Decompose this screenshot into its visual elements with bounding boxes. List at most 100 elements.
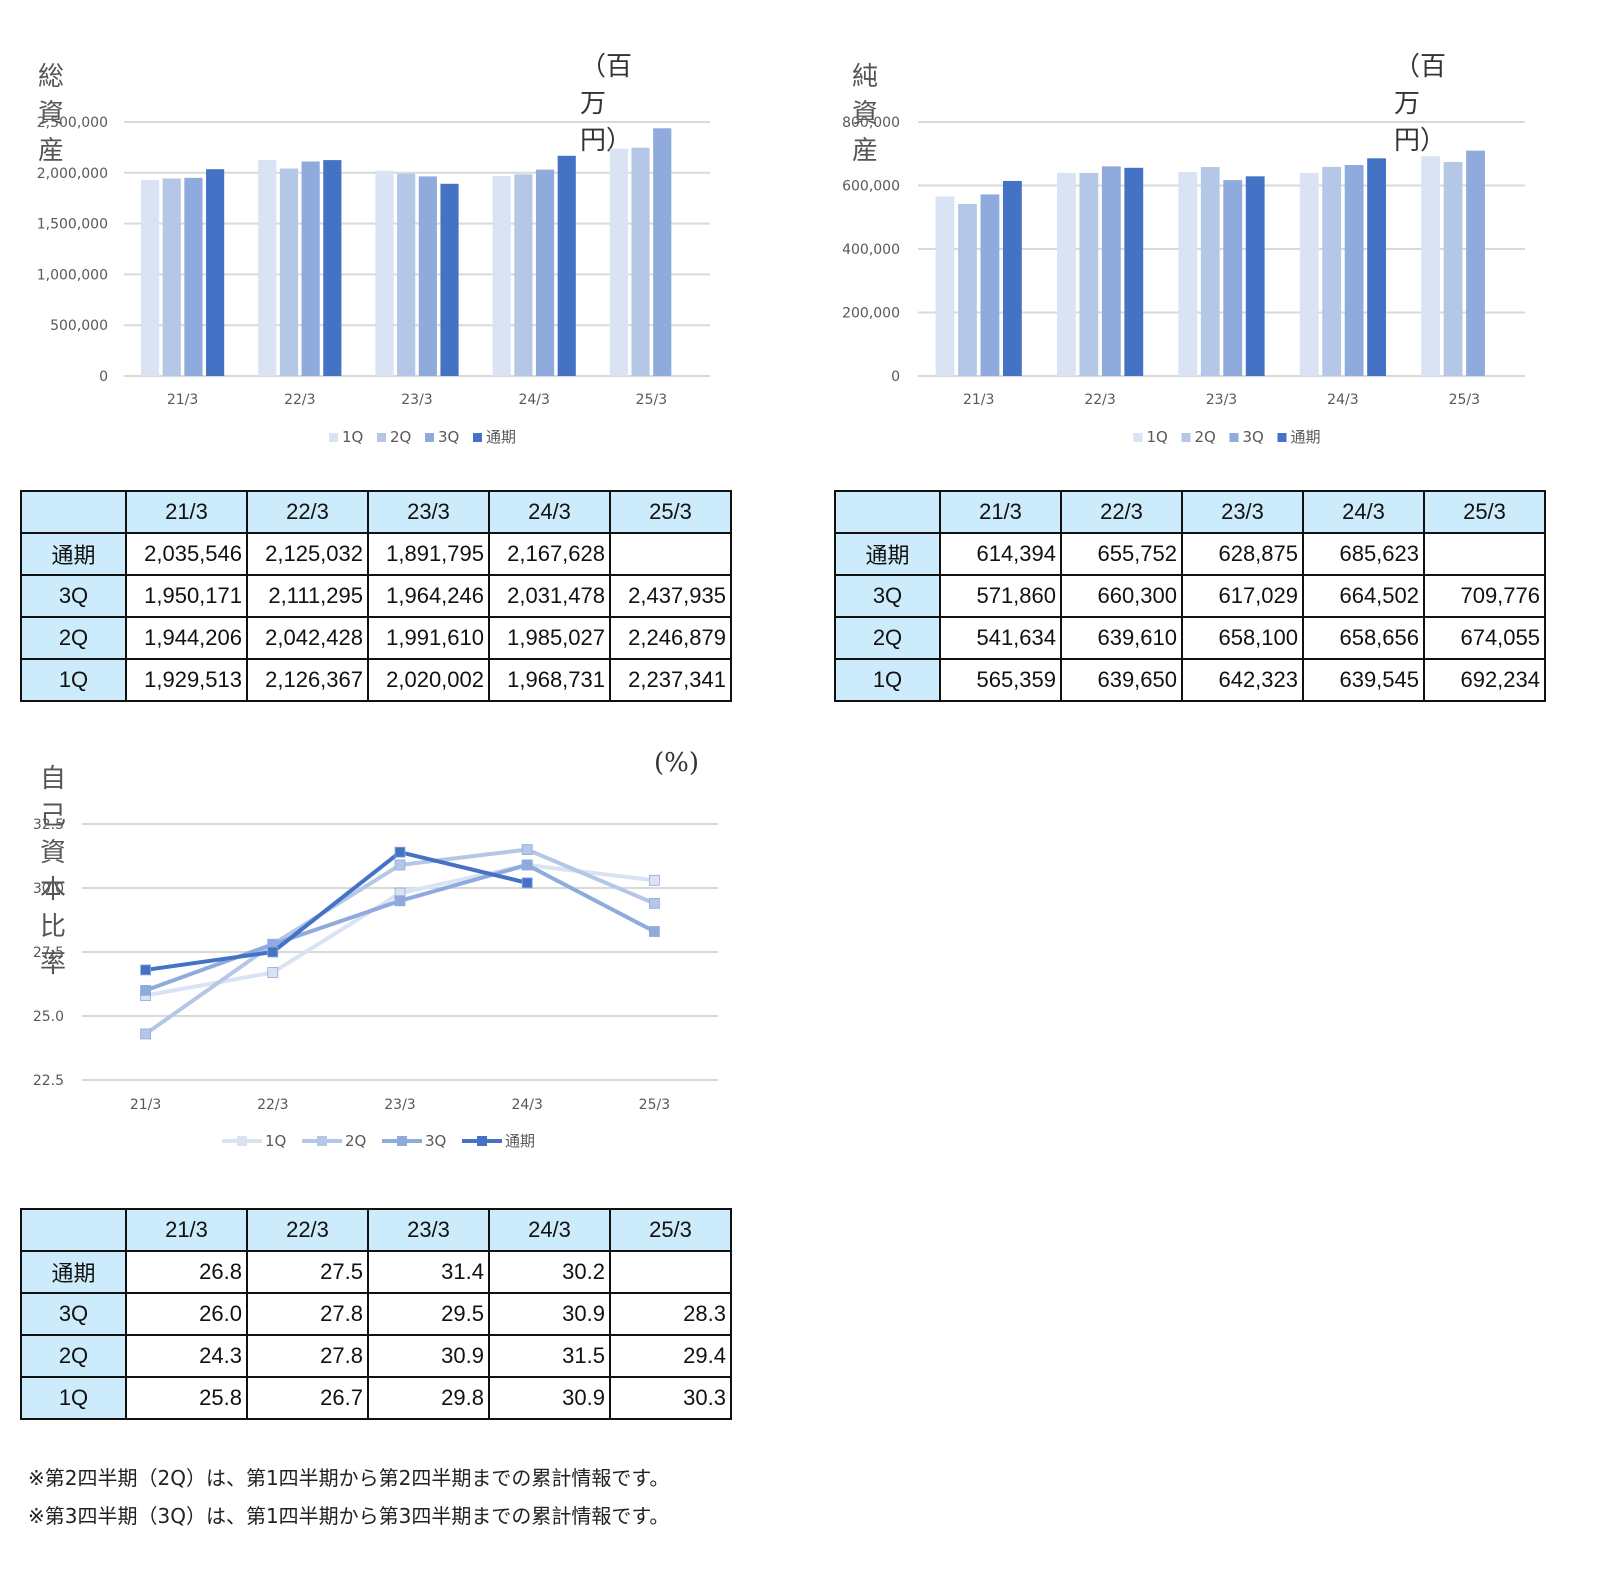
column-header: 24/3 xyxy=(488,1208,611,1252)
table-cell: 1,950,171 xyxy=(125,574,248,618)
bar-3Q-25/3 xyxy=(1466,150,1485,376)
table-cell: 30.9 xyxy=(488,1376,611,1420)
table-cell: 1,991,610 xyxy=(367,616,490,660)
y-tick-label: 500,000 xyxy=(50,318,108,334)
row-header: 3Q xyxy=(834,574,941,618)
point-2Q-24/3 xyxy=(521,844,533,855)
legend-swatch xyxy=(329,433,338,442)
table-cell: 29.8 xyxy=(367,1376,490,1420)
bar-3Q-22/3 xyxy=(301,161,320,376)
column-header: 22/3 xyxy=(1060,490,1183,534)
column-header: 25/3 xyxy=(609,1208,732,1252)
x-tick-label: 24/3 xyxy=(511,1097,542,1113)
table-cell: 639,610 xyxy=(1060,616,1183,660)
bar-通期-24/3 xyxy=(557,155,576,376)
table-cell: 1,929,513 xyxy=(125,658,248,702)
table-cell: 617,029 xyxy=(1181,574,1304,618)
point-3Q-24/3 xyxy=(521,859,533,871)
table-corner-cell xyxy=(834,490,941,534)
x-tick-label: 23/3 xyxy=(1206,392,1237,408)
table-cell: 2,167,628 xyxy=(488,532,611,576)
y-tick-label: 0 xyxy=(99,369,108,385)
table-cell: 2,237,341 xyxy=(609,658,732,702)
table-row: 2Q 24.3 27.8 30.9 31.5 29.4 xyxy=(20,1334,732,1378)
row-header: 1Q xyxy=(20,1376,127,1420)
table-cell: 26.8 xyxy=(125,1250,248,1294)
point-2Q-21/3 xyxy=(140,1028,152,1040)
column-header: 22/3 xyxy=(246,1208,369,1252)
table-row: 3Q 26.0 27.8 29.5 30.9 28.3 xyxy=(20,1292,732,1336)
bar-通期-21/3 xyxy=(1002,180,1022,376)
table-cell: 25.8 xyxy=(125,1376,248,1420)
y-tick-label: 32.5 xyxy=(33,817,64,833)
row-header: 通期 xyxy=(834,532,941,576)
table-cell: 30.9 xyxy=(488,1292,611,1336)
row-header: 3Q xyxy=(20,1292,127,1336)
table-cell xyxy=(609,1250,732,1294)
legend-label: 通期 xyxy=(1291,428,1321,446)
row-header: 2Q xyxy=(20,616,127,660)
legend-label: 1Q xyxy=(342,428,363,446)
table-row: 通期 2,035,546 2,125,032 1,891,795 2,167,628 xyxy=(20,532,732,576)
table-cell: 31.5 xyxy=(488,1334,611,1378)
x-tick-label: 22/3 xyxy=(257,1097,288,1113)
point-通期-21/3 xyxy=(140,964,152,976)
y-tick-label: 1,500,000 xyxy=(37,217,108,233)
bar-3Q-24/3 xyxy=(1344,165,1364,376)
y-tick-label: 800,000 xyxy=(842,115,900,131)
table-cell xyxy=(609,532,732,576)
table-cell: 30.9 xyxy=(367,1334,490,1378)
x-tick-label: 25/3 xyxy=(636,392,667,408)
column-header: 25/3 xyxy=(1423,490,1546,534)
table-cell: 2,125,032 xyxy=(246,532,369,576)
bar-3Q-24/3 xyxy=(535,169,555,376)
legend-swatch xyxy=(1181,433,1191,442)
footnote-3q: ※第3四半期（3Q）は、第1四半期から第3四半期までの累計情報です。 xyxy=(28,1504,670,1528)
legend-label: 3Q xyxy=(1243,428,1264,446)
table-cell: 28.3 xyxy=(609,1292,732,1336)
bar-2Q-21/3 xyxy=(162,178,181,376)
bar-1Q-21/3 xyxy=(140,179,160,376)
table-corner-cell xyxy=(20,490,127,534)
table-row: 通期 26.8 27.5 31.4 30.2 xyxy=(20,1250,732,1294)
net-assets-bar-chart: 800,000 600,000 400,000 200,000 0 21/3 22/3 23/… xyxy=(842,115,1525,446)
table-cell: 29.4 xyxy=(609,1334,732,1378)
bar-3Q-21/3 xyxy=(184,177,203,376)
y-tick-label: 400,000 xyxy=(842,242,900,258)
bar-1Q-21/3 xyxy=(935,196,955,376)
row-header: 通期 xyxy=(20,1250,127,1294)
x-tick-label: 21/3 xyxy=(963,392,994,408)
point-3Q-21/3 xyxy=(140,984,152,996)
bar-2Q-24/3 xyxy=(514,174,533,376)
column-header: 23/3 xyxy=(1181,490,1304,534)
unit-label: （百万円） xyxy=(580,52,633,156)
table-cell: 692,234 xyxy=(1423,658,1546,702)
table-cell: 30.3 xyxy=(609,1376,732,1420)
column-header: 25/3 xyxy=(609,490,732,534)
bar-1Q-24/3 xyxy=(1299,172,1319,376)
table-cell: 2,111,295 xyxy=(246,574,369,618)
table-cell: 27.8 xyxy=(246,1292,369,1336)
table-cell: 31.4 xyxy=(367,1250,490,1294)
y-tick-label: 25.0 xyxy=(33,1009,64,1025)
table-cell: 30.2 xyxy=(488,1250,611,1294)
table-header-row: 21/3 22/3 23/3 24/3 25/3 xyxy=(834,490,1546,534)
bar-1Q-25/3 xyxy=(1421,156,1441,376)
table-cell: 27.8 xyxy=(246,1334,369,1378)
table-header-row: 21/3 22/3 23/3 24/3 25/3 xyxy=(20,1208,732,1252)
bar-3Q-22/3 xyxy=(1101,166,1121,376)
bar-2Q-23/3 xyxy=(397,173,416,376)
legend-swatch xyxy=(1229,433,1239,442)
series-line-2Q xyxy=(144,847,656,1036)
bar-1Q-25/3 xyxy=(609,148,628,376)
x-tick-label: 22/3 xyxy=(1084,392,1115,408)
table-row: 3Q 1,950,171 2,111,295 1,964,246 2,031,478 2,… xyxy=(20,574,732,618)
point-3Q-25/3 xyxy=(649,926,660,937)
table-cell: 24.3 xyxy=(125,1334,248,1378)
table-row: 3Q 571,860 660,300 617,029 664,502 709,776 xyxy=(834,574,1546,618)
table-cell: 541,634 xyxy=(939,616,1062,660)
bar-2Q-25/3 xyxy=(631,147,650,376)
total-assets-bar-chart: 2,500,000 2,000,000 1,500,000 1,000,000 500,… xyxy=(37,115,710,446)
point-1Q-22/3 xyxy=(267,967,279,978)
legend-label: 1Q xyxy=(265,1132,286,1150)
